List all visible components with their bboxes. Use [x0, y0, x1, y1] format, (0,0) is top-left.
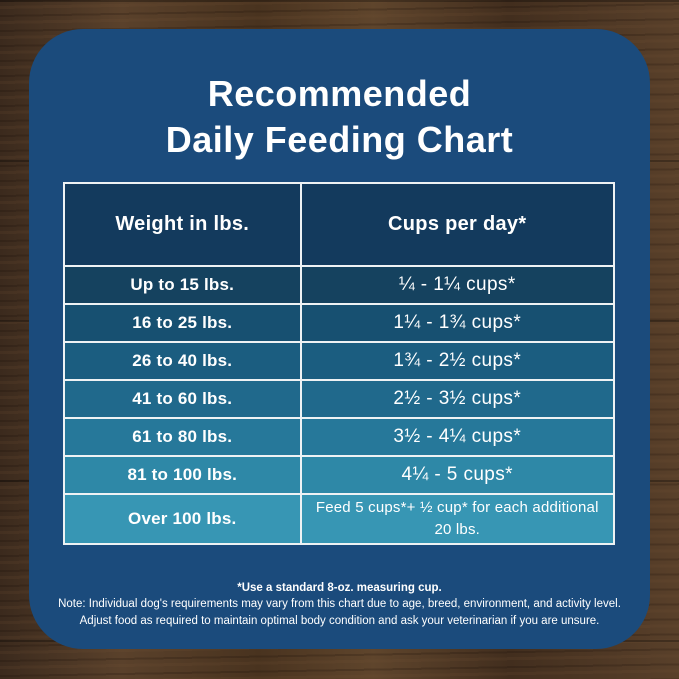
footnote-adjust: Adjust food as required to maintain opti…	[79, 614, 600, 627]
cups-cell: ¼ - 1¼ cups*	[299, 265, 615, 305]
feeding-chart-card: Recommended Daily Feeding Chart Weight i…	[29, 29, 650, 649]
weight-cell: 41 to 60 lbs.	[63, 379, 302, 419]
table-row: 41 to 60 lbs. 2½ - 3½ cups*	[63, 379, 615, 419]
table-row: Over 100 lbs. Feed 5 cups*+ ½ cup* for e…	[63, 493, 615, 545]
weight-cell: Up to 15 lbs.	[63, 265, 302, 305]
title-line-1: Recommended	[207, 73, 472, 114]
cups-cell: 2½ - 3½ cups*	[299, 379, 615, 419]
weight-cell: 26 to 40 lbs.	[63, 341, 302, 381]
weight-cell: 61 to 80 lbs.	[63, 417, 302, 457]
table-row: 16 to 25 lbs. 1¼ - 1¾ cups*	[63, 303, 615, 343]
cups-cell: Feed 5 cups*+ ½ cup* for each additional…	[299, 493, 615, 545]
header-cell-weight: Weight in lbs.	[63, 182, 302, 267]
weight-cell: 81 to 100 lbs.	[63, 455, 302, 495]
table-row: 61 to 80 lbs. 3½ - 4¼ cups*	[63, 417, 615, 457]
footnote-measuring-cup: *Use a standard 8-oz. measuring cup.	[237, 582, 442, 594]
cups-cell: 3½ - 4¼ cups*	[299, 417, 615, 457]
weight-cell: Over 100 lbs.	[63, 493, 302, 545]
table-row: Up to 15 lbs. ¼ - 1¼ cups*	[63, 265, 615, 305]
footnotes: *Use a standard 8-oz. measuring cup. Not…	[29, 580, 650, 629]
header-cell-cups: Cups per day*	[299, 182, 615, 267]
cups-cell: 4¼ - 5 cups*	[299, 455, 615, 495]
cups-cell: 1¾ - 2½ cups*	[299, 341, 615, 381]
title-line-2: Daily Feeding Chart	[165, 119, 514, 161]
weight-cell: 16 to 25 lbs.	[63, 303, 302, 343]
table-header-row: Weight in lbs. Cups per day*	[63, 182, 615, 267]
footnote-note: Note: Individual dog's requirements may …	[58, 598, 621, 611]
page-title: Recommended Daily Feeding Chart	[29, 29, 650, 163]
feeding-table: Weight in lbs. Cups per day* Up to 15 lb…	[63, 182, 615, 545]
cups-cell: 1¼ - 1¾ cups*	[299, 303, 615, 343]
table-row: 81 to 100 lbs. 4¼ - 5 cups*	[63, 455, 615, 495]
table-row: 26 to 40 lbs. 1¾ - 2½ cups*	[63, 341, 615, 381]
